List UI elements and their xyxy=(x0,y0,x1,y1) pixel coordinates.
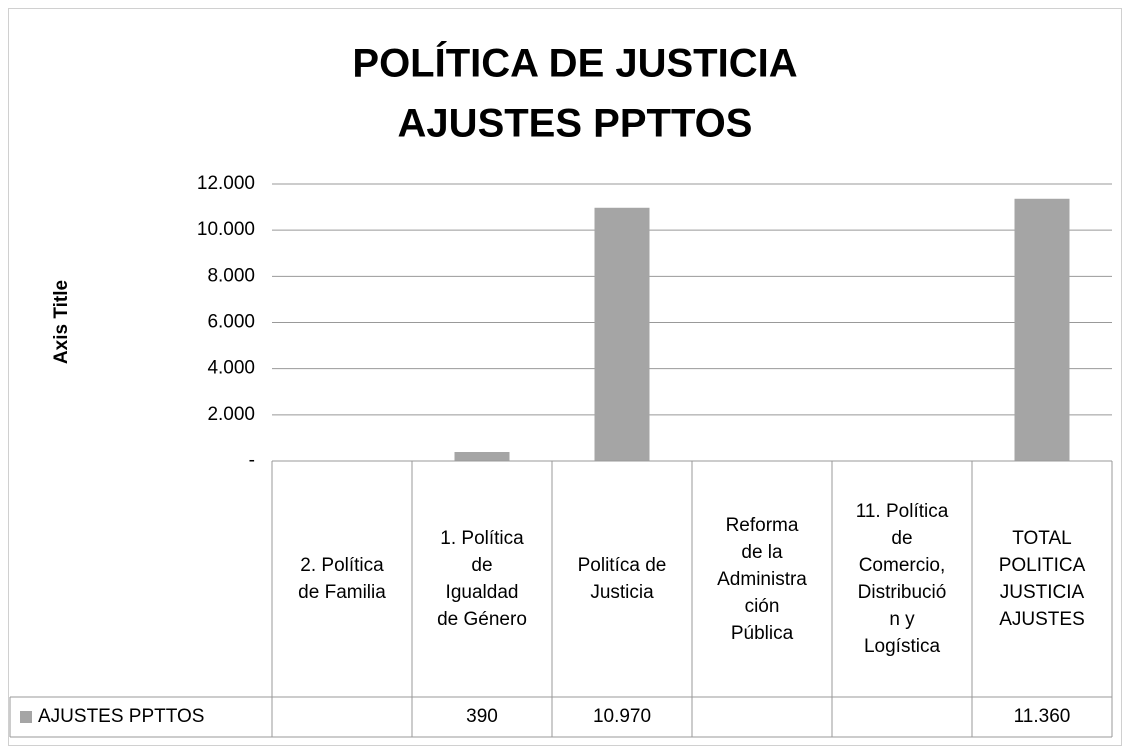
y-axis-title: Axis Title xyxy=(51,280,72,364)
category-cell: 2. Política de Familia xyxy=(272,462,412,696)
y-tick-label: 2.000 xyxy=(207,404,255,425)
x-tick-label: Reforma de la Administración Pública xyxy=(717,514,807,644)
bar xyxy=(1014,198,1070,462)
table-value: 390 xyxy=(466,706,498,727)
category-cell: TOTAL POLITICA JUSTICIA AJUSTES xyxy=(972,462,1112,696)
legend-label: AJUSTES PPTTOS xyxy=(38,706,204,727)
category-cell: Politíca de Justicia xyxy=(552,462,692,696)
category-cell: 1. Política de Igualdad de Género xyxy=(412,462,552,696)
category-cell: 11. Política de Comercio, Distribución y… xyxy=(832,462,972,696)
x-tick-label: Politíca de Justicia xyxy=(577,555,667,603)
bar xyxy=(594,207,650,461)
y-tick-label: - xyxy=(249,450,255,471)
y-tick-label: 12.000 xyxy=(197,173,255,194)
x-tick-label: 2. Política de Familia xyxy=(298,555,386,603)
x-tick-label: 1. Política de Igualdad de Género xyxy=(437,528,527,630)
bar xyxy=(454,451,510,461)
table-value: 11.360 xyxy=(1014,706,1071,727)
category-cell: Reforma de la Administración Pública xyxy=(692,462,832,696)
table-value: 10.970 xyxy=(593,706,651,727)
chart-border xyxy=(8,8,1122,746)
chart-title: AJUSTES PPTTOS xyxy=(398,102,753,146)
y-tick-label: 4.000 xyxy=(207,358,255,379)
legend-swatch xyxy=(20,711,32,723)
y-tick-label: 8.000 xyxy=(207,265,255,286)
y-tick-label: 6.000 xyxy=(207,312,255,333)
chart-title: POLÍTICA DE JUSTICIA xyxy=(352,41,797,86)
y-tick-label: 10.000 xyxy=(197,219,255,240)
x-tick-label: 11. Política de Comercio, Distribución y… xyxy=(855,501,949,657)
x-tick-label: TOTAL POLITICA JUSTICIA AJUSTES xyxy=(998,528,1086,630)
